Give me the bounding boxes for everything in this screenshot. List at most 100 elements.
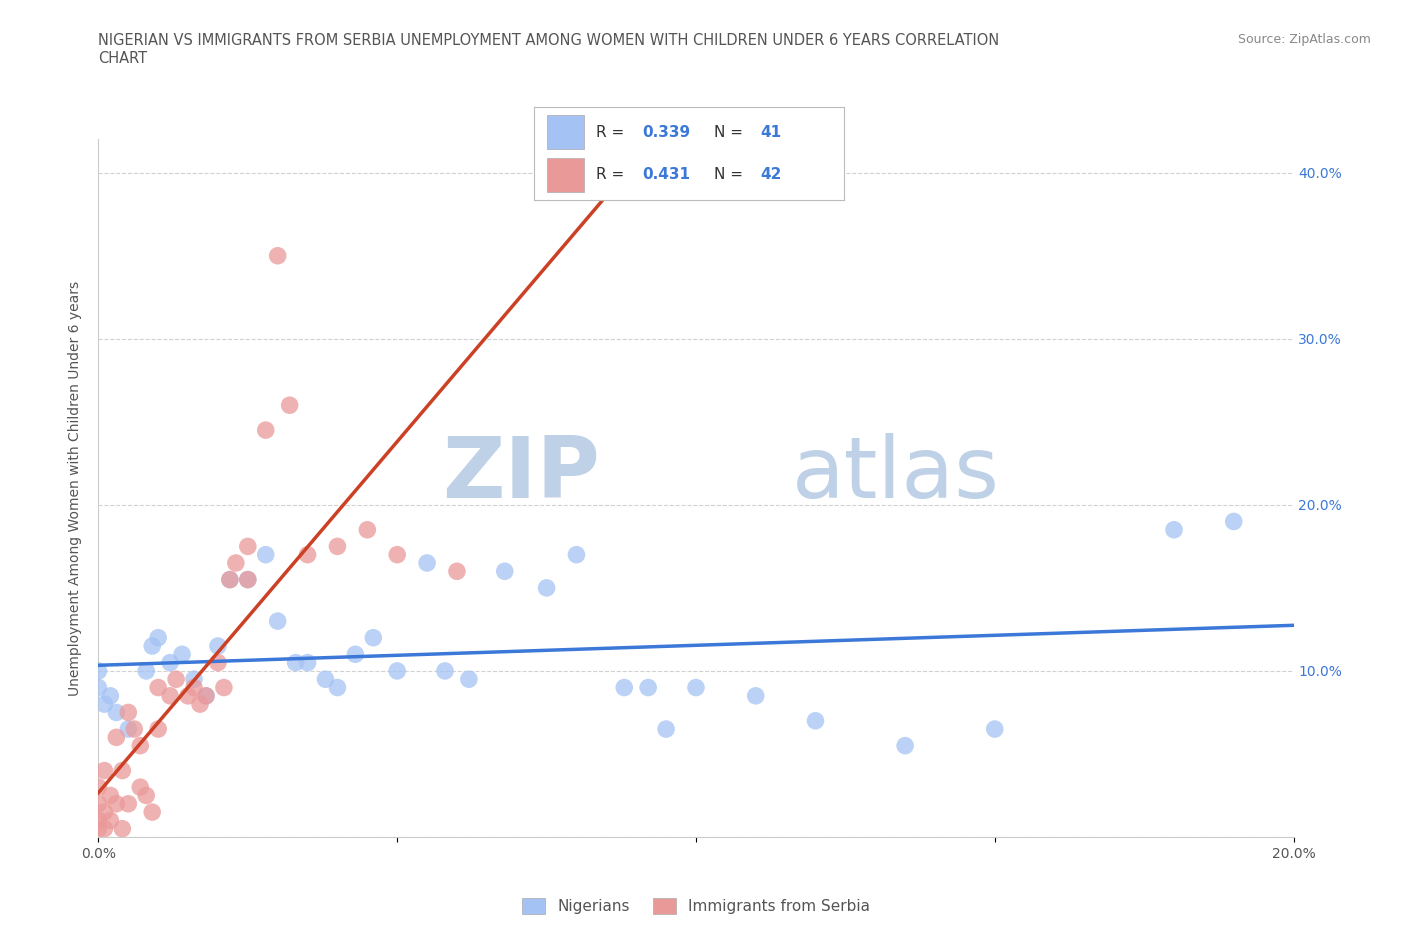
Point (183, 671, 205, 686)
Point (685, 680, 707, 695)
Point (212, 680, 235, 695)
Point (536, 580, 558, 595)
Point (87, 779, 110, 794)
Point (172, 647, 194, 662)
Point (177, 688, 200, 703)
Point (254, 422, 277, 438)
Point (284, 656, 307, 671)
Point (141, 804, 163, 819)
Point (100, 788, 122, 803)
Point (267, 614, 290, 629)
Point (225, 555, 247, 570)
Point (565, 547, 588, 562)
Point (87, 680, 110, 695)
Point (637, 680, 659, 695)
Point (1223, 514, 1246, 529)
Point (613, 680, 636, 695)
Point (745, 688, 768, 703)
Point (207, 639, 229, 654)
Text: Source: ZipAtlas.com: Source: ZipAtlas.com (1237, 33, 1371, 46)
Point (385, 547, 409, 562)
Point (344, 647, 367, 662)
Point (297, 547, 319, 562)
Point (236, 572, 259, 587)
Point (100, 813, 122, 828)
Point (93, 764, 115, 778)
Text: CHART: CHART (98, 51, 148, 66)
Point (236, 572, 259, 587)
Point (148, 722, 170, 737)
Point (1163, 523, 1185, 538)
Point (111, 821, 134, 836)
Point (135, 663, 157, 678)
Point (129, 779, 152, 794)
Point (183, 680, 205, 695)
Text: 0.431: 0.431 (643, 167, 690, 182)
Point (87, 813, 110, 828)
Point (267, 248, 290, 263)
Point (894, 738, 917, 753)
Point (93, 697, 115, 711)
Text: N =: N = (714, 125, 748, 140)
Point (446, 564, 468, 578)
Point (165, 671, 187, 686)
Point (236, 539, 259, 554)
FancyBboxPatch shape (547, 158, 583, 192)
Point (105, 705, 128, 720)
Point (363, 631, 385, 645)
Point (804, 713, 827, 728)
Point (494, 564, 516, 578)
Text: atlas: atlas (792, 432, 1000, 516)
Point (207, 656, 229, 671)
Text: 41: 41 (761, 125, 782, 140)
Text: R =: R = (596, 167, 630, 182)
Point (117, 796, 139, 811)
Text: 42: 42 (761, 167, 782, 182)
Point (984, 722, 1007, 737)
Point (326, 680, 349, 695)
Point (159, 688, 181, 703)
Point (117, 705, 139, 720)
Point (254, 547, 277, 562)
Point (87, 796, 110, 811)
Point (148, 631, 170, 645)
Point (117, 722, 139, 737)
Point (458, 671, 481, 686)
Point (195, 688, 218, 703)
Point (93, 804, 115, 819)
Y-axis label: Unemployment Among Women with Children Under 6 years: Unemployment Among Women with Children U… (69, 281, 83, 696)
Point (297, 656, 319, 671)
Point (111, 764, 134, 778)
Text: 0.339: 0.339 (643, 125, 690, 140)
Point (188, 697, 211, 711)
Point (105, 730, 128, 745)
Point (416, 555, 439, 570)
Text: R =: R = (596, 125, 630, 140)
Point (219, 572, 242, 587)
Point (159, 656, 181, 671)
Point (105, 796, 128, 811)
Legend: Nigerians, Immigrants from Serbia: Nigerians, Immigrants from Serbia (516, 892, 876, 920)
Point (129, 738, 152, 753)
Point (315, 671, 337, 686)
Point (356, 523, 378, 538)
Text: ZIP: ZIP (443, 432, 600, 516)
Point (87, 663, 110, 678)
Text: N =: N = (714, 167, 748, 182)
Point (385, 663, 409, 678)
Point (434, 663, 457, 678)
Point (148, 680, 170, 695)
Text: NIGERIAN VS IMMIGRANTS FROM SERBIA UNEMPLOYMENT AMONG WOMEN WITH CHILDREN UNDER : NIGERIAN VS IMMIGRANTS FROM SERBIA UNEMP… (98, 33, 1000, 47)
Point (655, 722, 678, 737)
Point (93, 821, 115, 836)
Point (135, 788, 157, 803)
Point (124, 722, 146, 737)
Point (100, 688, 122, 703)
Point (195, 688, 218, 703)
FancyBboxPatch shape (547, 115, 583, 149)
Point (219, 572, 242, 587)
Point (87, 821, 110, 836)
Point (278, 398, 301, 413)
Point (326, 539, 349, 554)
Point (141, 639, 163, 654)
